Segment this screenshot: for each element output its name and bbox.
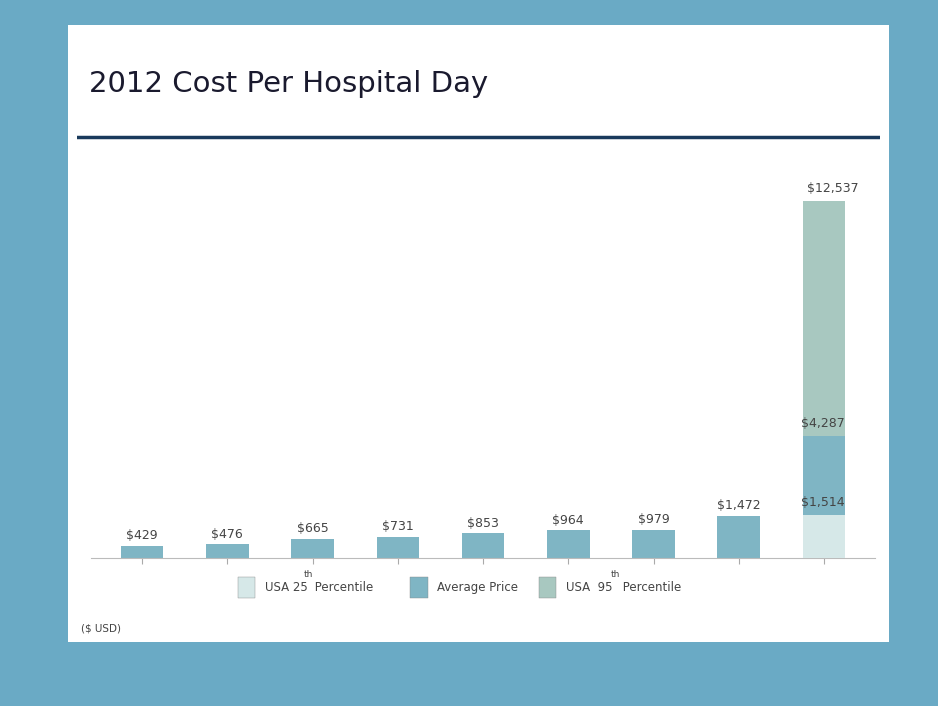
Bar: [803, 436, 845, 558]
Text: $4,287: $4,287: [801, 417, 845, 431]
Text: th: th: [611, 570, 620, 579]
Bar: [547, 530, 590, 558]
Text: $476: $476: [211, 528, 243, 541]
Text: Percentile: Percentile: [619, 581, 681, 594]
Bar: [718, 516, 760, 558]
Bar: [206, 544, 249, 558]
Text: Percentile: Percentile: [311, 581, 373, 594]
Text: $964: $964: [552, 514, 584, 527]
Text: $979: $979: [638, 513, 670, 527]
FancyBboxPatch shape: [410, 577, 428, 598]
Text: $665: $665: [296, 522, 328, 535]
Text: $1,514: $1,514: [801, 496, 844, 510]
Text: th: th: [303, 570, 312, 579]
Text: ($ USD): ($ USD): [81, 623, 121, 633]
Bar: [121, 546, 163, 558]
Text: $853: $853: [467, 517, 499, 530]
Text: USA 25: USA 25: [265, 581, 308, 594]
Text: $12,537: $12,537: [807, 182, 858, 196]
Text: Average Price: Average Price: [437, 581, 519, 594]
FancyBboxPatch shape: [237, 577, 255, 598]
Bar: [803, 515, 845, 558]
Bar: [461, 534, 505, 558]
FancyBboxPatch shape: [538, 577, 556, 598]
Bar: [632, 530, 674, 558]
Text: USA  95: USA 95: [566, 581, 613, 594]
Bar: [292, 539, 334, 558]
Text: $731: $731: [382, 520, 414, 534]
Bar: [376, 537, 419, 558]
Bar: [803, 201, 845, 558]
Text: 2012 Cost Per Hospital Day: 2012 Cost Per Hospital Day: [89, 71, 488, 98]
Text: $1,472: $1,472: [717, 499, 761, 513]
Text: $429: $429: [127, 529, 158, 542]
